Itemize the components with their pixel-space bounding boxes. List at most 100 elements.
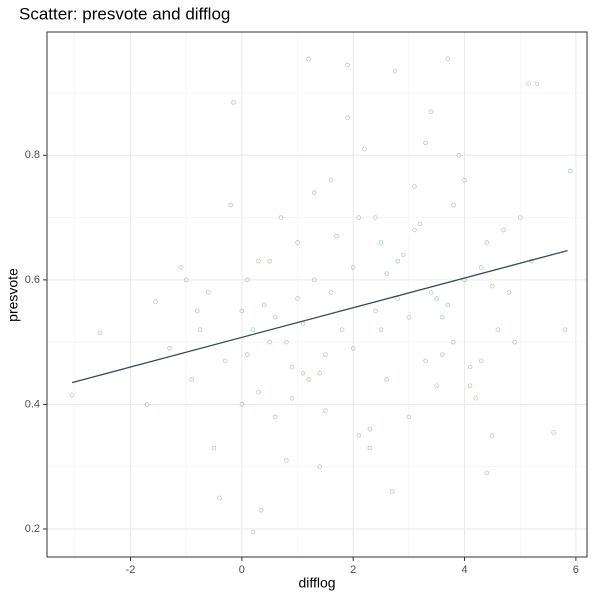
chart-title: Scatter: presvote and difflog — [19, 4, 230, 23]
x-tick-label: 0 — [239, 564, 245, 576]
point — [428, 109, 434, 114]
point — [389, 489, 395, 494]
point — [392, 68, 398, 74]
point — [384, 271, 389, 276]
point — [406, 314, 412, 320]
point — [434, 296, 439, 301]
point — [261, 302, 267, 308]
point — [317, 464, 323, 469]
point — [284, 339, 289, 345]
point — [417, 221, 423, 227]
x-tick-label: 6 — [573, 564, 579, 576]
x-tick-label: 2 — [350, 564, 356, 576]
point — [231, 100, 236, 105]
point — [206, 290, 211, 295]
trend-line — [71, 249, 568, 384]
point — [423, 358, 428, 364]
point — [284, 458, 289, 463]
point — [339, 327, 345, 332]
point — [144, 402, 150, 407]
point — [406, 414, 412, 420]
point — [289, 364, 295, 370]
point — [217, 495, 222, 501]
point — [395, 296, 400, 301]
x-tick-label: 4 — [461, 564, 467, 576]
point — [467, 383, 473, 388]
x-tick-label: -2 — [126, 564, 136, 576]
point — [306, 56, 311, 62]
point — [69, 392, 75, 398]
point — [517, 215, 523, 220]
point — [300, 321, 306, 326]
point — [484, 470, 490, 476]
point — [272, 314, 278, 320]
point — [311, 190, 317, 195]
point — [456, 153, 462, 158]
point — [311, 277, 317, 283]
point — [328, 177, 334, 183]
point — [197, 327, 203, 332]
panel-border — [46, 31, 588, 558]
point — [551, 430, 556, 435]
y-tick-label: 0.2 — [25, 523, 40, 535]
point — [211, 445, 217, 451]
point — [490, 433, 495, 438]
point — [506, 290, 512, 295]
point — [189, 377, 194, 382]
y-tick-label: 0.8 — [25, 149, 40, 161]
point — [250, 529, 256, 535]
point — [451, 202, 456, 208]
point — [267, 258, 272, 264]
x-axis-title: difflog — [298, 575, 335, 591]
point — [345, 62, 350, 68]
point — [245, 277, 250, 283]
point — [295, 240, 300, 245]
point — [478, 358, 484, 364]
point — [295, 296, 300, 301]
point — [445, 56, 451, 62]
point — [562, 327, 567, 332]
y-tick-label: 0.6 — [25, 274, 40, 286]
point — [183, 277, 189, 283]
point — [356, 433, 362, 438]
point — [373, 308, 378, 314]
point — [317, 371, 323, 376]
point — [373, 215, 378, 220]
point — [334, 234, 339, 239]
point — [501, 227, 506, 233]
point — [306, 377, 311, 382]
point — [568, 168, 573, 174]
point — [239, 402, 245, 407]
point — [478, 265, 484, 270]
point — [256, 389, 261, 395]
point — [323, 352, 328, 357]
point — [228, 202, 233, 208]
point — [328, 290, 334, 295]
point — [222, 358, 228, 364]
point — [272, 414, 278, 420]
point — [250, 327, 256, 332]
point — [378, 240, 384, 245]
point — [412, 227, 417, 233]
point — [367, 427, 373, 432]
point — [401, 252, 406, 258]
point — [395, 258, 400, 264]
point — [362, 146, 367, 152]
point — [445, 302, 451, 308]
y-tick-label: 0.4 — [25, 398, 40, 410]
point — [490, 283, 495, 289]
point — [412, 184, 417, 189]
point — [526, 81, 531, 86]
point — [434, 383, 439, 388]
point — [278, 215, 284, 220]
point — [195, 308, 200, 314]
point — [367, 445, 373, 451]
point — [451, 339, 456, 345]
point — [495, 327, 501, 332]
point — [256, 258, 261, 264]
point — [245, 352, 250, 357]
point — [178, 265, 183, 270]
point — [167, 346, 172, 351]
point — [462, 177, 467, 183]
point — [259, 508, 264, 513]
